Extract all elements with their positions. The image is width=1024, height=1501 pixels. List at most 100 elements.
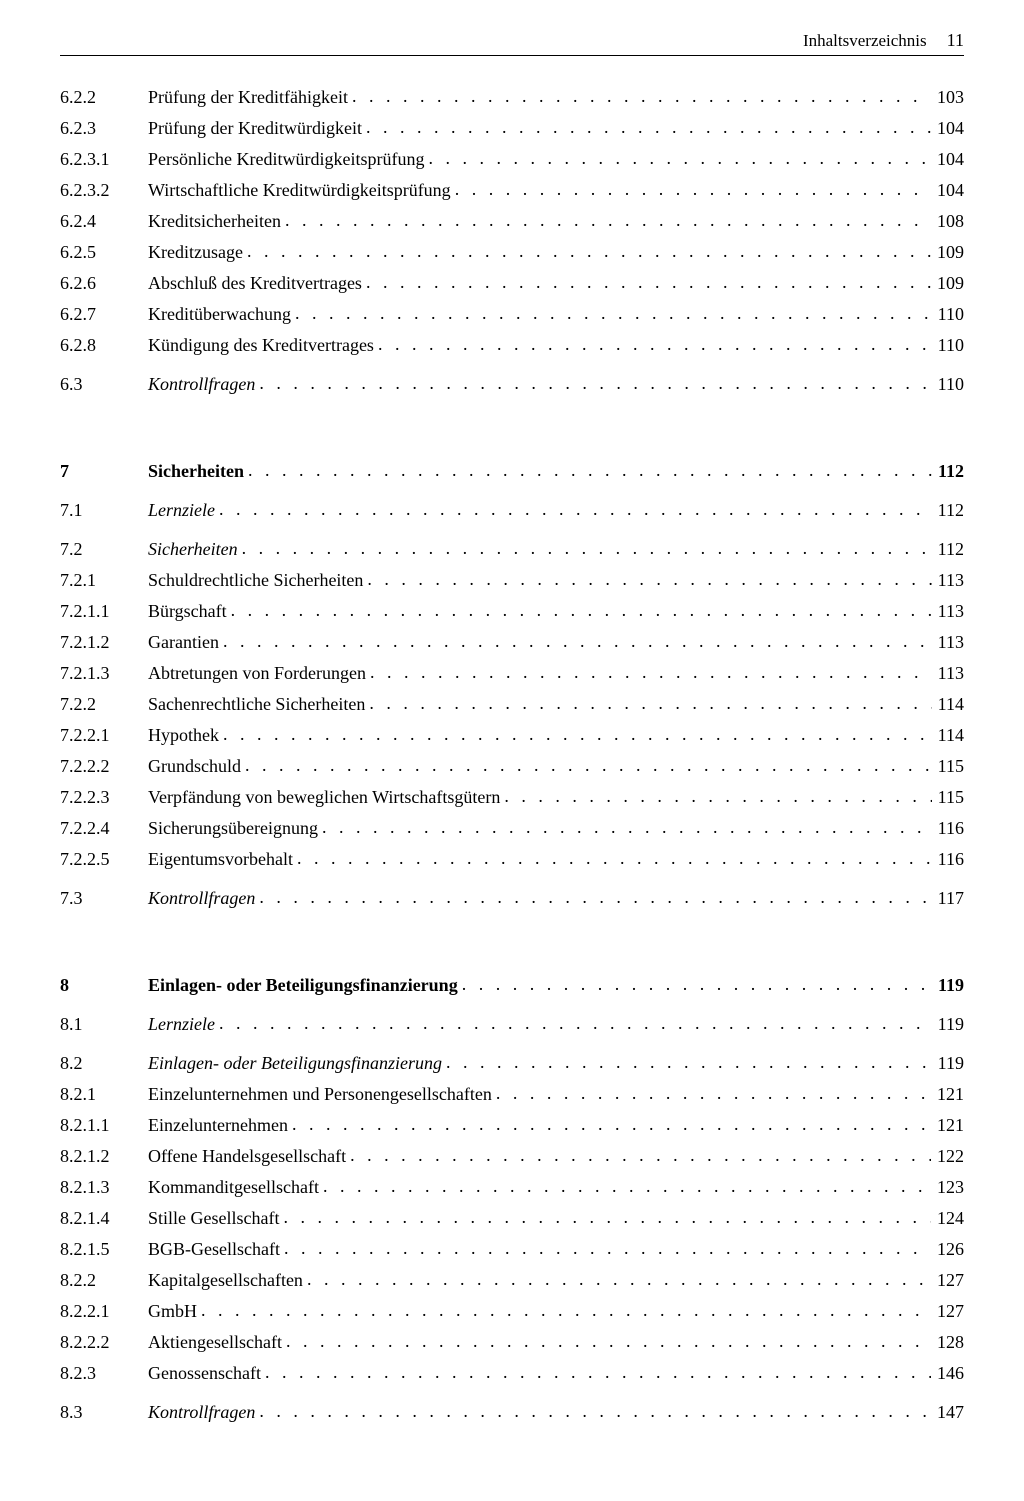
toc-row: 6.2.5Kreditzusage. . . . . . . . . . . .…: [60, 239, 964, 266]
toc-entry-page: 110: [932, 332, 964, 359]
toc-entry-page: 110: [932, 371, 964, 398]
toc-entry-number: 8.2.3: [60, 1360, 148, 1387]
toc-entry-title: Grundschuld: [148, 753, 245, 780]
toc-leader-dots: . . . . . . . . . . . . . . . . . . . . …: [323, 1173, 931, 1200]
toc-entry-page: 119: [932, 972, 964, 999]
toc-row: 7.2.2.3Verpfändung von beweglichen Wirts…: [60, 784, 964, 811]
toc-entry-title: Prüfung der Kreditwürdigkeit: [148, 115, 366, 142]
toc-row: 8.2.1Einzelunternehmen und Personengesel…: [60, 1081, 964, 1108]
toc-row: 6.2.3.1Persönliche Kreditwürdigkeitsprüf…: [60, 146, 964, 173]
toc-leader-dots: . . . . . . . . . . . . . . . . . . . . …: [247, 238, 931, 265]
toc-entry-page: 116: [932, 815, 964, 842]
toc-leader-dots: . . . . . . . . . . . . . . . . . . . . …: [369, 690, 931, 717]
toc-entry-number: 8: [60, 972, 148, 999]
toc-row: 8.2.1.1Einzelunternehmen. . . . . . . . …: [60, 1112, 964, 1139]
toc-entry-number: 8.2: [60, 1050, 148, 1077]
toc-entry-number: 6.2.7: [60, 301, 148, 328]
toc-entry-title: Abschluß des Kreditvertrages: [148, 270, 366, 297]
toc-leader-dots: . . . . . . . . . . . . . . . . . . . . …: [322, 814, 932, 841]
toc-leader-dots: . . . . . . . . . . . . . . . . . . . . …: [428, 145, 931, 172]
toc-row: 6.2.3.2Wirtschaftliche Kreditwürdigkeits…: [60, 177, 964, 204]
toc-row: 8.2.1.4Stille Gesellschaft. . . . . . . …: [60, 1205, 964, 1232]
toc-entry-page: 122: [931, 1143, 964, 1170]
toc-leader-dots: . . . . . . . . . . . . . . . . . . . . …: [285, 207, 931, 234]
toc-leader-dots: . . . . . . . . . . . . . . . . . . . . …: [219, 496, 932, 523]
header-title: Inhaltsverzeichnis: [803, 31, 927, 51]
toc-entry-page: 114: [932, 722, 964, 749]
toc-entry-number: 7.2.2.5: [60, 846, 148, 873]
toc-entry-title: Offene Handelsgesellschaft: [148, 1143, 350, 1170]
toc-row: 8.2.2Kapitalgesellschaften. . . . . . . …: [60, 1267, 964, 1294]
toc-entry-number: 8.2.2: [60, 1267, 148, 1294]
toc-leader-dots: . . . . . . . . . . . . . . . . . . . . …: [219, 1010, 932, 1037]
toc-leader-dots: . . . . . . . . . . . . . . . . . . . . …: [259, 1398, 931, 1425]
toc-entry-number: 8.2.1.4: [60, 1205, 148, 1232]
toc-entry-page: 104: [931, 177, 964, 204]
toc-entry-page: 104: [931, 146, 964, 173]
toc-entry-number: 7.2.1: [60, 567, 148, 594]
toc-entry-number: 8.2.2.1: [60, 1298, 148, 1325]
toc-leader-dots: . . . . . . . . . . . . . . . . . . . . …: [245, 752, 932, 779]
toc-entry-page: 113: [932, 629, 964, 656]
toc-row: 8.3Kontrollfragen. . . . . . . . . . . .…: [60, 1399, 964, 1426]
toc-entry-title: Abtretungen von Forderungen: [148, 660, 370, 687]
toc-entry-title: Verpfändung von beweglichen Wirtschaftsg…: [148, 784, 504, 811]
toc-entry-number: 7.3: [60, 885, 148, 912]
toc-entry-number: 8.2.1.5: [60, 1236, 148, 1263]
toc-leader-dots: . . . . . . . . . . . . . . . . . . . . …: [223, 628, 932, 655]
toc-entry-number: 8.2.1.3: [60, 1174, 148, 1201]
toc-entry-number: 8.3: [60, 1399, 148, 1426]
toc-entry-title: Stille Gesellschaft: [148, 1205, 283, 1232]
toc-entry-title: Kontrollfragen: [148, 371, 259, 398]
toc-row: 7.2.2.4Sicherungsübereignung. . . . . . …: [60, 815, 964, 842]
toc-entry-page: 115: [932, 753, 964, 780]
toc-entry-number: 6.2.6: [60, 270, 148, 297]
toc-row: 6.2.2Prüfung der Kreditfähigkeit. . . . …: [60, 84, 964, 111]
toc-entry-title: Kündigung des Kreditvertrages: [148, 332, 378, 359]
toc-leader-dots: . . . . . . . . . . . . . . . . . . . . …: [223, 721, 932, 748]
toc-entry-title: Einzelunternehmen: [148, 1112, 292, 1139]
toc-row: 7.1Lernziele. . . . . . . . . . . . . . …: [60, 497, 964, 524]
toc-leader-dots: . . . . . . . . . . . . . . . . . . . . …: [504, 783, 931, 810]
toc-leader-dots: . . . . . . . . . . . . . . . . . . . . …: [352, 83, 931, 110]
toc-row: 8.2.1.5BGB-Gesellschaft. . . . . . . . .…: [60, 1236, 964, 1263]
toc-entry-number: 7.2.1.2: [60, 629, 148, 656]
toc-row: 7.2.2.2Grundschuld. . . . . . . . . . . …: [60, 753, 964, 780]
toc-entry-title: GmbH: [148, 1298, 201, 1325]
toc-entry-page: 121: [931, 1112, 964, 1139]
toc-row: 7.2.1.3Abtretungen von Forderungen. . . …: [60, 660, 964, 687]
toc-leader-dots: . . . . . . . . . . . . . . . . . . . . …: [297, 845, 932, 872]
toc-entry-number: 6.3: [60, 371, 148, 398]
toc-entry-title: Aktiengesellschaft: [148, 1329, 286, 1356]
toc-entry-title: Einlagen- oder Beteiligungsfinanzierung: [148, 1050, 446, 1077]
toc-entry-title: Kommanditgesellschaft: [148, 1174, 323, 1201]
toc-entry-number: 7.2: [60, 536, 148, 563]
toc-entry-page: 119: [932, 1011, 964, 1038]
toc-row: 8.2.3Genossenschaft. . . . . . . . . . .…: [60, 1360, 964, 1387]
toc-leader-dots: . . . . . . . . . . . . . . . . . . . . …: [286, 1328, 931, 1355]
toc-leader-dots: . . . . . . . . . . . . . . . . . . . . …: [366, 114, 931, 141]
toc-leader-dots: . . . . . . . . . . . . . . . . . . . . …: [367, 566, 931, 593]
page-header: Inhaltsverzeichnis 11: [60, 30, 964, 56]
toc-entry-number: 6.2.8: [60, 332, 148, 359]
toc-entry-number: 6.2.4: [60, 208, 148, 235]
toc-entry-page: 121: [931, 1081, 964, 1108]
toc-leader-dots: . . . . . . . . . . . . . . . . . . . . …: [201, 1297, 931, 1324]
toc-entry-title: BGB-Gesellschaft: [148, 1236, 284, 1263]
toc-entry-title: Sachenrechtliche Sicherheiten: [148, 691, 369, 718]
toc-leader-dots: . . . . . . . . . . . . . . . . . . . . …: [446, 1049, 932, 1076]
toc-entry-title: Schuldrechtliche Sicherheiten: [148, 567, 367, 594]
toc-row: 7.2.2Sachenrechtliche Sicherheiten. . . …: [60, 691, 964, 718]
toc-entry-page: 109: [931, 270, 964, 297]
toc-entry-number: 8.1: [60, 1011, 148, 1038]
toc-row: 6.2.8Kündigung des Kreditvertrages. . . …: [60, 332, 964, 359]
toc-entry-number: 7.1: [60, 497, 148, 524]
toc-entry-page: 113: [932, 567, 964, 594]
toc-leader-dots: . . . . . . . . . . . . . . . . . . . . …: [455, 176, 931, 203]
toc-leader-dots: . . . . . . . . . . . . . . . . . . . . …: [259, 370, 931, 397]
toc-row: 7.2.1Schuldrechtliche Sicherheiten. . . …: [60, 567, 964, 594]
toc-entry-number: 6.2.3.2: [60, 177, 148, 204]
toc-entry-number: 7.2.2.1: [60, 722, 148, 749]
toc-entry-page: 113: [932, 598, 964, 625]
toc-leader-dots: . . . . . . . . . . . . . . . . . . . . …: [265, 1359, 931, 1386]
